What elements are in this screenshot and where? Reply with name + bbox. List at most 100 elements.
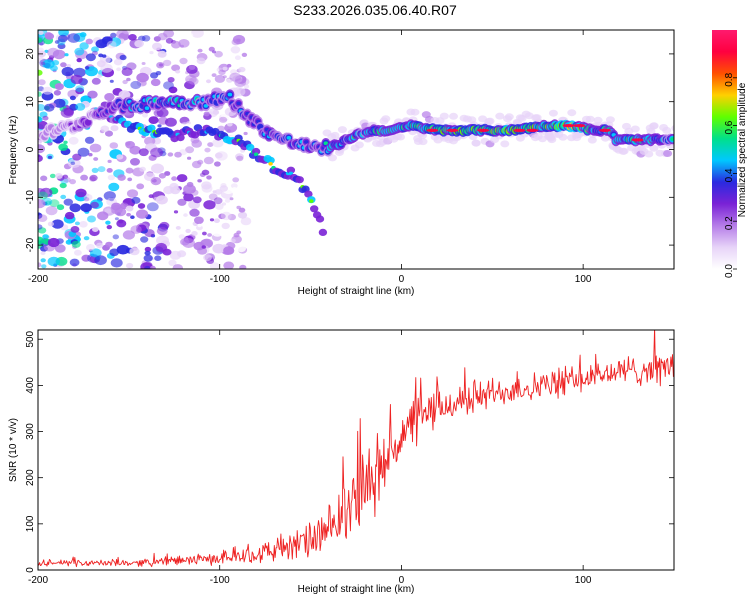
heatmap-cell (75, 103, 86, 111)
heatmap-cell (585, 115, 595, 123)
heatmap-cell (238, 66, 246, 73)
y-tick-label: 400 (25, 377, 36, 394)
heatmap-cell (45, 200, 52, 206)
heatmap-cell (175, 226, 181, 230)
heatmap-cell (125, 141, 131, 146)
heatmap-cell (194, 216, 204, 225)
heatmap-cell (227, 92, 233, 97)
heatmap-cell (183, 193, 194, 202)
heatmap-cell (212, 183, 222, 191)
x-tick-label: 0 (399, 575, 405, 586)
heatmap-cell (47, 237, 60, 248)
heatmap-cell (69, 203, 81, 213)
heatmap-cell (295, 176, 304, 184)
snr-xlabel: Height of straight line (km) (298, 584, 415, 595)
heatmap-cell (144, 136, 156, 146)
heatmap-cell (208, 193, 218, 201)
heatmap-cell (77, 147, 90, 157)
heatmap-cell (69, 258, 80, 267)
heatmap-cell (88, 153, 93, 157)
heatmap-cell (449, 112, 458, 120)
heatmap-cell (130, 80, 142, 90)
heatmap-cell (155, 242, 167, 252)
heatmap-cell (226, 63, 232, 68)
heatmap-cell (117, 174, 126, 181)
heatmap-cell (150, 147, 164, 158)
heatmap-cell (663, 150, 673, 157)
heatmap-cell (63, 198, 73, 206)
heatmap-cell (79, 221, 88, 228)
colorbar-gradient (712, 30, 737, 269)
heatmap-cell (114, 217, 119, 221)
y-tick-label: 0 (25, 146, 36, 152)
heatmap-cell (203, 111, 210, 117)
heatmap-cell (45, 206, 58, 216)
y-tick-label: 100 (25, 515, 36, 532)
heatmap-cell (152, 42, 162, 51)
heatmap-cell (175, 69, 181, 74)
heatmap-cell (180, 44, 184, 48)
heatmap-cell (236, 205, 241, 210)
heatmap-cell (72, 153, 82, 161)
heatmap-cell (149, 51, 154, 55)
heatmap-cell (116, 154, 124, 160)
heatmap-cell (38, 104, 46, 111)
heatmap-cell (83, 236, 90, 241)
heatmap-cell (315, 215, 325, 223)
heatmap-cell (199, 37, 205, 42)
heatmap-cell (90, 201, 99, 209)
heatmap-cell (54, 40, 60, 44)
heatmap-cell (38, 79, 46, 86)
heatmap-cell (236, 38, 241, 42)
heatmap-cell (155, 195, 168, 205)
heatmap-cell (649, 122, 659, 130)
heatmap-cell (40, 251, 46, 256)
x-tick-label: -100 (210, 274, 230, 285)
heatmap-cell (113, 58, 123, 66)
heatmap-cell (199, 172, 206, 177)
heatmap-cell (44, 32, 55, 40)
spectrogram-heatmap (38, 30, 674, 269)
heatmap-cell (163, 81, 174, 90)
heatmap-cell (206, 175, 212, 180)
heatmap-cell (186, 32, 194, 38)
heatmap-cell (54, 244, 66, 253)
heatmap-cell (98, 53, 104, 58)
heatmap-cell (212, 228, 223, 237)
heatmap-cell (229, 197, 234, 201)
heatmap-cell (118, 219, 124, 224)
heatmap-cell (52, 60, 60, 66)
heatmap-cell (176, 174, 188, 183)
heatmap-cell (209, 262, 220, 269)
heatmap-cell (600, 134, 610, 142)
heatmap-cell (100, 125, 110, 133)
heatmap-cell (148, 116, 159, 124)
colorbar-ticks: 0.0 0.2 0.4 0.6 0.8 (724, 72, 737, 278)
heatmap-cell (232, 177, 240, 183)
heatmap-cell (136, 183, 145, 190)
heatmap-cell (168, 259, 177, 266)
heatmap-cell (109, 79, 114, 83)
heatmap-cell (127, 177, 133, 182)
heatmap-cell (558, 133, 568, 141)
heatmap-cell (208, 46, 215, 52)
heatmap-cell (105, 241, 113, 248)
heatmap-cell (74, 47, 85, 56)
colorbar-tick-label: 0.0 (724, 264, 735, 278)
heatmap-cell (630, 125, 640, 133)
heatmap-cell (38, 91, 42, 97)
colorbar-tick-label: 0.4 (724, 168, 735, 182)
heatmap-cell (619, 147, 629, 155)
heatmap-cell (116, 244, 130, 255)
heatmap-cell (174, 151, 182, 158)
heatmap-cell (206, 79, 211, 84)
spectrogram-xlabel: Height of straight line (km) (298, 286, 415, 297)
heatmap-cell (418, 138, 428, 146)
heatmap-cell (572, 134, 582, 142)
heatmap-cell (219, 116, 228, 123)
heatmap-cell (236, 101, 241, 106)
heatmap-cell (119, 54, 127, 61)
heatmap-cell (172, 264, 183, 269)
heatmap-cell (191, 231, 198, 236)
